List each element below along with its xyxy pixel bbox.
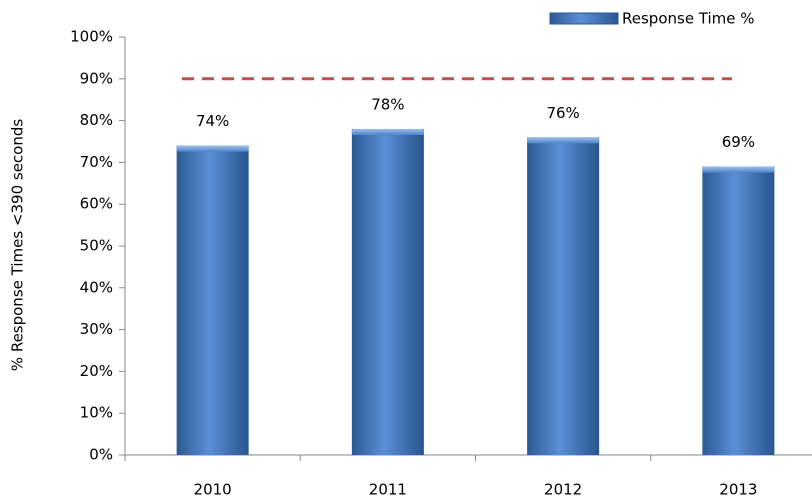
legend-label: Response Time % (622, 10, 755, 28)
x-tick-label: 2011 (369, 481, 407, 499)
x-tick-label: 2012 (544, 481, 582, 499)
y-tick-label: 80% (80, 111, 113, 129)
bar (351, 128, 424, 455)
bar-cap (351, 128, 424, 135)
legend-swatch (549, 12, 619, 25)
y-tick-label: 50% (80, 237, 113, 255)
x-tick-label: 2010 (194, 481, 232, 499)
bar-cap (527, 137, 600, 144)
y-tick-label: 10% (80, 404, 113, 422)
y-tick-label: 90% (80, 69, 113, 87)
y-tick-label: 100% (70, 28, 113, 46)
x-tick-label: 2013 (719, 481, 757, 499)
bar-cap (702, 166, 775, 173)
y-tick-label: 0% (89, 446, 113, 464)
y-tick-label: 40% (80, 278, 113, 296)
data-label: 74% (196, 112, 229, 130)
y-tick-label: 20% (80, 362, 113, 380)
data-label: 78% (371, 95, 404, 113)
y-axis-label: % Response Times <390 seconds (9, 119, 27, 372)
bar (702, 166, 775, 455)
y-tick-label: 70% (80, 153, 113, 171)
bar (527, 137, 600, 455)
y-tick-label: 60% (80, 195, 113, 213)
data-label: 69% (722, 133, 755, 151)
bar-cap (176, 145, 249, 152)
y-tick-label: 30% (80, 320, 113, 338)
bar (176, 145, 249, 455)
data-label: 76% (546, 104, 579, 122)
